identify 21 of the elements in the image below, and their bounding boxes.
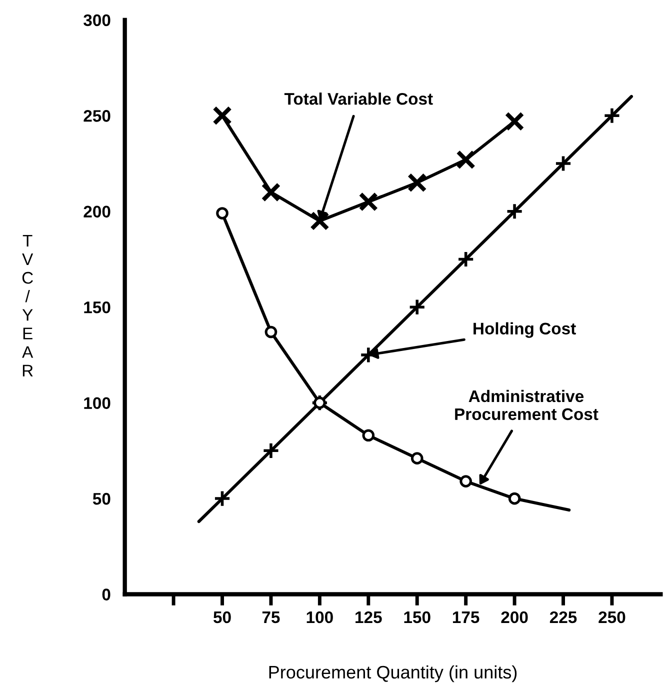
y-axis-title: TVC/YEAR [22, 234, 34, 376]
y-tick-label: 200 [84, 206, 110, 218]
x-tick-label: 100 [306, 611, 333, 624]
y-tick-label: 150 [84, 301, 110, 314]
y-tick-label: 300 [84, 14, 110, 26]
x-tick-label: 150 [404, 611, 430, 624]
x-tick-label: 225 [550, 611, 577, 624]
annotation: Holding Cost [474, 322, 576, 338]
y-tick-label: 50 [92, 492, 110, 505]
x-axis-title: Procurement Quantity (in units) [269, 665, 517, 682]
x-tick-label: 125 [356, 611, 382, 624]
x-tick-label: 200 [501, 611, 528, 624]
y-tick-label: 100 [84, 397, 110, 410]
x-tick-label: 250 [598, 611, 626, 624]
y-tick-label: 250 [84, 110, 110, 122]
annotation: Administrative Procurement Cost [455, 390, 598, 420]
y-tick-label: 0 [102, 588, 110, 600]
x-tick-label: 175 [452, 612, 480, 624]
x-tick-label: 75 [262, 612, 280, 624]
annotation: Total Variable Cost [284, 92, 433, 105]
x-tick-label: 50 [214, 611, 231, 624]
